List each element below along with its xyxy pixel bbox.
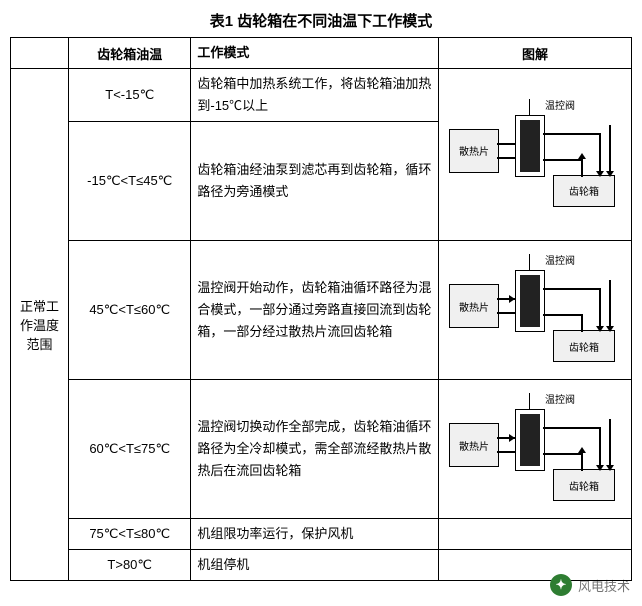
mode-cell: 齿轮箱油经油泵到滤芯再到齿轮箱，循环路径为旁通模式 [191,122,439,241]
diagram-mixed: 温控阀 散热片 齿轮箱 [445,250,625,370]
temp-cell: T<-15℃ [69,69,191,122]
radiator-box: 散热片 [449,129,499,173]
header-diag: 图解 [439,38,632,69]
table-row: T>80℃ 机组停机 [11,550,632,581]
valve-icon [515,270,545,332]
gearbox-box: 齿轮箱 [553,469,615,501]
diagram-cell: 温控阀 散热片 齿轮箱 [439,241,632,380]
watermark: ✦ 风电技术 [550,574,630,596]
valve-label: 温控阀 [545,252,575,267]
gearbox-box: 齿轮箱 [553,175,615,207]
category-label: 正常工作温度范围 [20,299,59,352]
mode-cell: 温控阀开始动作，齿轮箱油循环路径为混合模式，一部分通过旁路直接回流到齿轮箱，一部… [191,241,439,380]
table-row: 75℃<T≤80℃ 机组限功率运行，保护风机 [11,519,632,550]
watermark-text: 风电技术 [578,576,630,595]
radiator-box: 散热片 [449,423,499,467]
valve-icon [515,409,545,471]
gearbox-box: 齿轮箱 [553,330,615,362]
category-cell: 正常工作温度范围 [11,69,69,581]
header-mode: 工作模式 [191,38,439,69]
diagram-fullcool: 温控阀 散热片 齿轮箱 [445,389,625,509]
mode-cell: 机组停机 [191,550,439,581]
temp-cell: 45℃<T≤60℃ [69,241,191,380]
modes-table: 齿轮箱油温 工作模式 图解 正常工作温度范围 T<-15℃ 齿轮箱中加热系统工作… [10,37,632,581]
table-row: 正常工作温度范围 T<-15℃ 齿轮箱中加热系统工作，将齿轮箱油加热到-15℃以… [11,69,632,122]
temp-cell: 75℃<T≤80℃ [69,519,191,550]
radiator-box: 散热片 [449,284,499,328]
temp-cell: 60℃<T≤75℃ [69,380,191,519]
temp-cell: T>80℃ [69,550,191,581]
valve-icon [515,115,545,177]
diagram-cell: 温控阀 散热片 齿轮箱 [439,380,632,519]
mode-cell: 温控阀切换动作全部完成，齿轮箱油循环路径为全冷却模式，需全部流经散热片散热后在流… [191,380,439,519]
wechat-icon: ✦ [550,574,572,596]
header-row: 齿轮箱油温 工作模式 图解 [11,38,632,69]
diagram-bypass: 温控阀 散热片 齿轮箱 [445,95,625,215]
table-title: 表1 齿轮箱在不同油温下工作模式 [10,10,632,31]
table-row: 45℃<T≤60℃ 温控阀开始动作，齿轮箱油循环路径为混合模式，一部分通过旁路直… [11,241,632,380]
temp-cell: -15℃<T≤45℃ [69,122,191,241]
diagram-cell: 温控阀 散热片 齿轮箱 [439,69,632,241]
table-row: 60℃<T≤75℃ 温控阀切换动作全部完成，齿轮箱油循环路径为全冷却模式，需全部… [11,380,632,519]
diagram-cell [439,519,632,550]
header-blank [11,38,69,69]
valve-label: 温控阀 [545,391,575,406]
header-temp: 齿轮箱油温 [69,38,191,69]
valve-label: 温控阀 [545,97,575,112]
mode-cell: 齿轮箱中加热系统工作，将齿轮箱油加热到-15℃以上 [191,69,439,122]
mode-cell: 机组限功率运行，保护风机 [191,519,439,550]
